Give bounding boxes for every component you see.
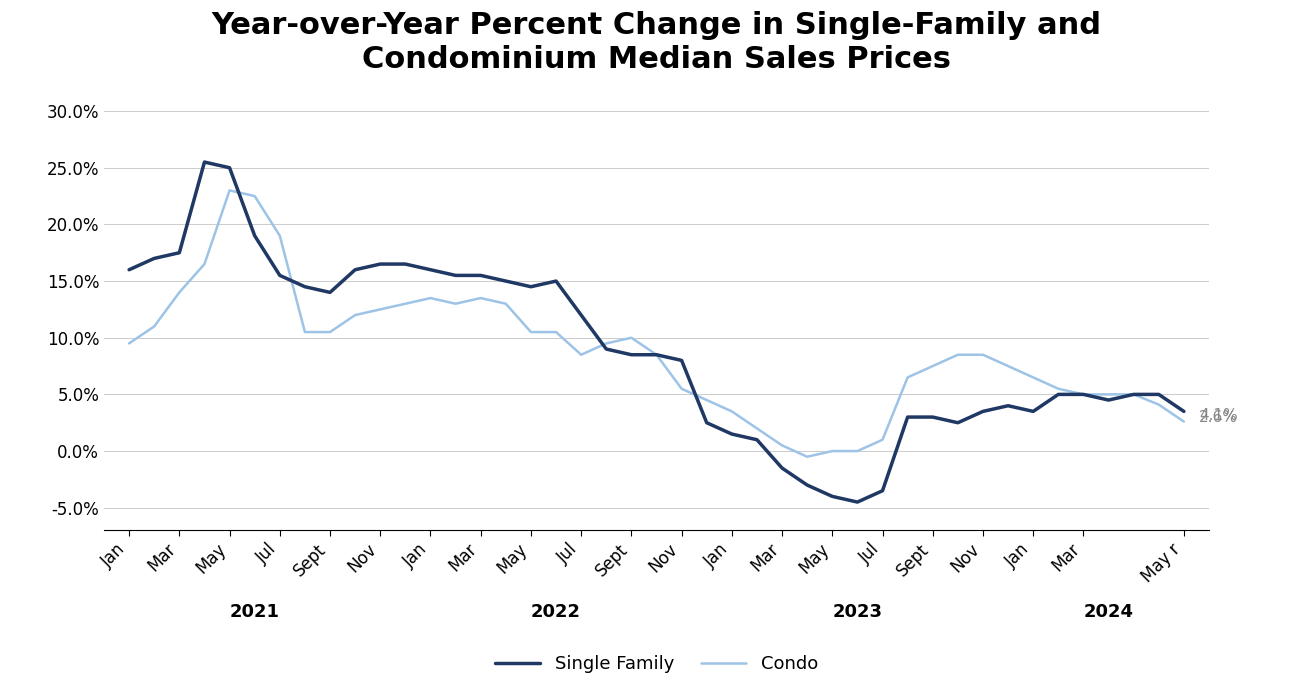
Condo [800,453,815,461]
Single Family [549,277,564,285]
Single Family [196,158,212,166]
Condo [121,339,136,347]
Legend: Single Family, Condo: Single Family, Condo [488,648,826,680]
Condo [573,351,589,359]
Single Family [1050,390,1066,398]
Text: 2022: 2022 [530,602,581,621]
Single Family [422,266,438,274]
Text: 4.1%: 4.1% [1199,409,1238,424]
Condo [950,351,966,359]
Line: Condo: Condo [129,190,1184,457]
Condo [172,288,187,296]
Condo [247,192,263,200]
Single Family [900,413,915,421]
Single Family [498,277,514,285]
Condo [422,294,438,302]
Single Family [272,271,287,279]
Condo [598,339,614,347]
Condo [850,447,866,455]
Single Family [1126,390,1141,398]
Condo [196,260,212,268]
Condo [447,300,463,308]
Text: 2021: 2021 [230,602,280,621]
Single Family [1176,407,1192,415]
Condo [1050,385,1066,393]
Single Family [523,283,538,291]
Condo [900,373,915,381]
Condo [523,328,538,336]
Single Family [850,498,866,506]
Condo [1075,390,1091,398]
Single Family [749,436,764,444]
Single Family [447,271,463,279]
Single Family [222,164,238,172]
Condo [775,441,790,449]
Single Family [473,271,489,279]
Single Family [1150,390,1166,398]
Single Family [875,487,891,495]
Condo [1000,362,1015,370]
Condo [322,328,338,336]
Condo [749,424,764,432]
Condo [673,385,689,393]
Single Family [724,430,740,438]
Single Family [800,481,815,489]
Single Family [926,413,941,421]
Single Family [1101,396,1117,404]
Text: 2023: 2023 [832,602,883,621]
Single Family [673,356,689,364]
Single Family [649,351,664,359]
Single Family [147,254,162,262]
Text: 2024: 2024 [1083,602,1134,621]
Single Family [624,351,640,359]
Condo [147,322,162,330]
Title: Year-over-Year Percent Change in Single-Family and
Condominium Median Sales Pric: Year-over-Year Percent Change in Single-… [212,11,1101,73]
Condo [649,351,664,359]
Condo [699,396,715,404]
Condo [1150,401,1166,409]
Condo [1126,390,1141,398]
Single Family [975,407,991,415]
Single Family [322,288,338,296]
Condo [398,300,413,308]
Condo [222,186,238,194]
Condo [1026,373,1041,381]
Condo [975,351,991,359]
Single Family [699,419,715,427]
Single Family [775,464,790,472]
Text: 2.6%: 2.6% [1199,409,1238,424]
Condo [926,362,941,370]
Single Family [398,260,413,268]
Condo [549,328,564,336]
Condo [624,334,640,342]
Condo [347,311,363,319]
Single Family [298,283,313,291]
Single Family [1026,407,1041,415]
Single Family [824,492,840,500]
Condo [1101,390,1117,398]
Condo [298,328,313,336]
Single Family [573,311,589,319]
Single Family [950,419,966,427]
Condo [824,447,840,455]
Single Family [598,345,614,353]
Condo [372,305,387,313]
Line: Single Family: Single Family [129,162,1184,502]
Single Family [121,266,136,274]
Condo [875,436,891,444]
Single Family [347,266,363,274]
Single Family [372,260,387,268]
Condo [724,407,740,415]
Condo [498,300,514,308]
Single Family [1075,390,1091,398]
Single Family [172,249,187,257]
Condo [1176,418,1192,426]
Single Family [247,232,263,240]
Condo [272,232,287,240]
Single Family [1000,402,1015,410]
Condo [473,294,489,302]
